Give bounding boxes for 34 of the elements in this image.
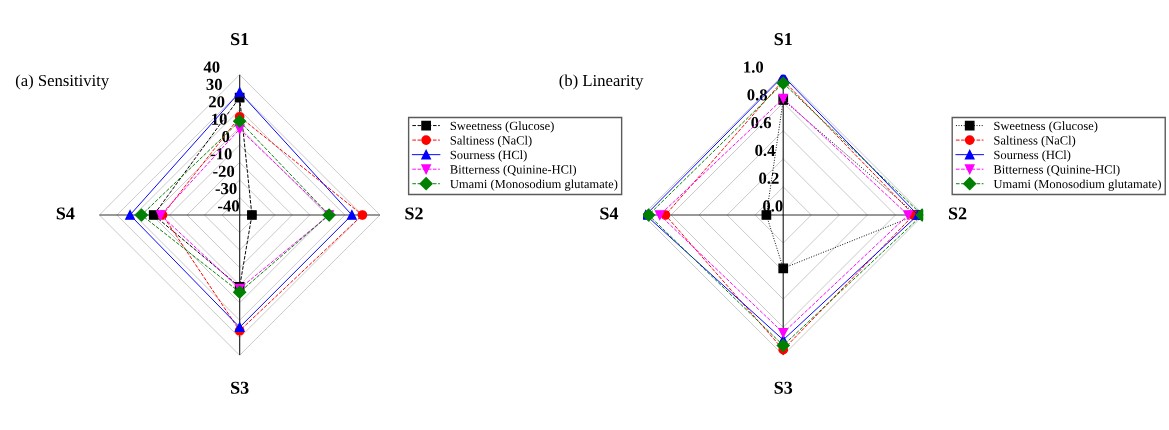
legend-label: Saltiness (NaCl) bbox=[450, 135, 532, 148]
y-tick-label: 40 bbox=[203, 61, 220, 73]
spoke-label: S1 bbox=[774, 33, 792, 46]
y-tick-label: 0.4 bbox=[755, 144, 776, 157]
legend-label: Bitterness (Quinine-HCl) bbox=[993, 164, 1120, 177]
y-tick-label: -10 bbox=[210, 148, 232, 160]
spoke-label: S2 bbox=[405, 207, 423, 220]
y-tick-label: 1.0 bbox=[744, 61, 764, 73]
legend-label: Sweetness (Glucose) bbox=[450, 121, 554, 133]
legend-label: Umami (Monosodium glutamate) bbox=[450, 179, 618, 191]
y-tick-label: 30 bbox=[206, 78, 222, 91]
y-tick-label: -20 bbox=[213, 165, 235, 177]
text: (b) Linearity bbox=[559, 74, 644, 90]
y-tick-label: 0.2 bbox=[759, 172, 779, 184]
y-tick-label: -40 bbox=[218, 200, 240, 212]
spoke-label: S3 bbox=[231, 381, 249, 394]
text: (a) Sensitivity bbox=[15, 74, 110, 90]
spoke-label: S4 bbox=[600, 207, 619, 220]
legend-label: Bitterness (Quinine-HCl) bbox=[450, 164, 577, 177]
legend-label: Umami (Monosodium glutamate) bbox=[993, 179, 1161, 191]
y-tick-label: -30 bbox=[215, 183, 237, 195]
y-tick-label: 0 bbox=[222, 130, 230, 143]
legend-label: Sourness (HCl) bbox=[450, 150, 527, 162]
legend-label: Saltiness (NaCl) bbox=[994, 135, 1076, 148]
spoke-label: S2 bbox=[948, 207, 967, 220]
y-tick-label: 0.6 bbox=[751, 117, 772, 129]
y-tick-label: 20 bbox=[209, 96, 225, 108]
y-tick-label: 0.8 bbox=[747, 89, 768, 101]
spoke-label: S4 bbox=[56, 207, 75, 220]
y-tick-label: 0.0 bbox=[763, 200, 783, 212]
legend-label: Sweetness (Glucose) bbox=[994, 121, 1098, 133]
spoke-label: S3 bbox=[774, 381, 793, 394]
spoke-label: S1 bbox=[231, 33, 249, 46]
legend-label: Sourness (HCl) bbox=[994, 150, 1071, 162]
